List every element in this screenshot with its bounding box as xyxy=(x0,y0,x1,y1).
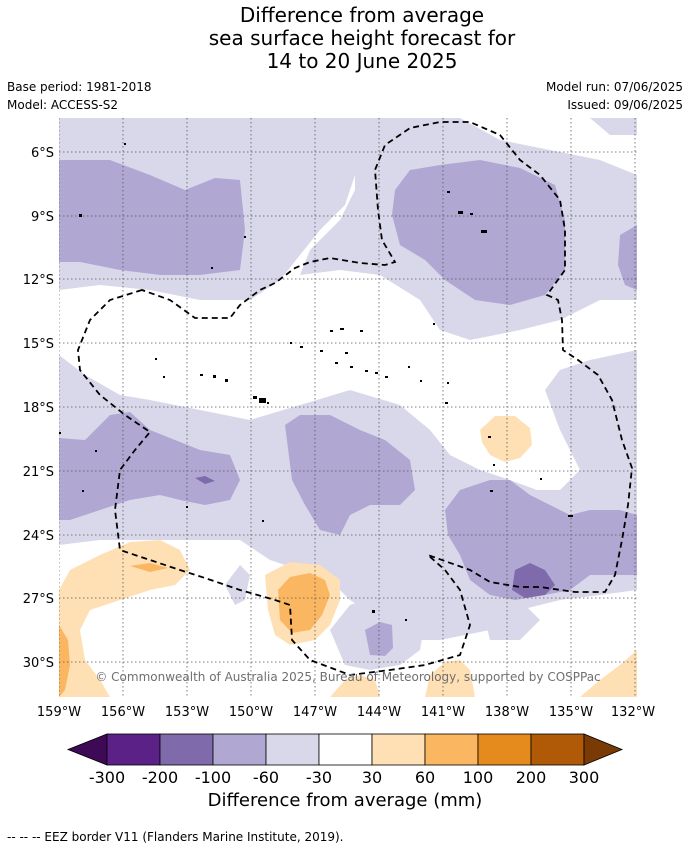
lat-label: 18°S xyxy=(23,401,54,416)
lon-label: 132°W xyxy=(611,705,655,720)
meta-right: Model run: 07/06/2025 Issued: 09/06/2025 xyxy=(546,78,683,114)
colorbar-segment xyxy=(159,733,214,766)
lon-label: 144°W xyxy=(357,705,401,720)
colorbar-tick-label: -30 xyxy=(306,768,332,787)
colorbar-segment xyxy=(530,733,585,766)
lon-label: 159°W xyxy=(37,705,81,720)
eez-legend-note: -- -- -- EEZ border V11 (Flanders Marine… xyxy=(7,830,344,844)
islands xyxy=(59,143,573,621)
model-name: Model: ACCESS-S2 xyxy=(7,98,119,112)
colorbar-segment xyxy=(424,733,479,766)
contour-strong-negative xyxy=(195,476,555,598)
eez-border xyxy=(77,121,633,676)
colorbar-min-arrow xyxy=(66,733,108,766)
colorbar-tick-label: 100 xyxy=(463,768,494,787)
colorbar-segment xyxy=(477,733,532,766)
colorbar-segment xyxy=(371,733,426,766)
model-run: Model run: 07/06/2025 xyxy=(545,80,683,94)
colorbar-tick-label: 300 xyxy=(569,768,600,787)
map-area: © Commonwealth of Australia 2025, Bureau… xyxy=(59,118,637,697)
graticule xyxy=(59,118,637,697)
lat-label: 21°S xyxy=(23,465,54,480)
issued-date: Issued: 09/06/2025 xyxy=(567,98,683,112)
title-line-2: sea surface height forecast for xyxy=(208,26,516,50)
longitude-labels: 159°W 156°W 153°W 150°W 147°W 144°W 141°… xyxy=(37,705,655,720)
lon-label: 135°W xyxy=(549,705,593,720)
colorbar-segment xyxy=(212,733,267,766)
chart-title: Difference from average sea surface heig… xyxy=(0,4,690,73)
lon-label: 150°W xyxy=(229,705,273,720)
lat-label: 15°S xyxy=(23,337,54,352)
copyright-notice: © Commonwealth of Australia 2025, Bureau… xyxy=(95,670,600,684)
colorbar-segment xyxy=(318,733,373,766)
colorbar-tick-label: -100 xyxy=(195,768,231,787)
colorbar-tick-label: -300 xyxy=(89,768,125,787)
colorbar-tick-label: 60 xyxy=(415,768,435,787)
meta-left: Base period: 1981-2018 Model: ACCESS-S2 xyxy=(7,78,152,114)
colorbar-tick-label: 200 xyxy=(516,768,547,787)
colorbar-tick-label: 30 xyxy=(362,768,382,787)
colorbar-label: Difference from average (mm) xyxy=(207,790,483,811)
lat-label: 9°S xyxy=(31,210,54,225)
lat-label: 24°S xyxy=(23,529,54,544)
contour-mid-positive xyxy=(59,563,330,697)
colorbar-max-arrow xyxy=(583,733,624,766)
colorbar-tick-label: -60 xyxy=(253,768,279,787)
lat-label: 30°S xyxy=(23,656,54,671)
contour-mid-negative xyxy=(59,160,637,656)
lon-label: 141°W xyxy=(421,705,465,720)
lon-label: 153°W xyxy=(165,705,209,720)
colorbar-tick-labels: -300 -200 -100 -60 -30 30 60 100 200 300 xyxy=(89,768,599,787)
title-line-1: Difference from average xyxy=(239,3,485,27)
lat-label: 6°S xyxy=(31,146,54,161)
lat-label: 27°S xyxy=(23,592,54,607)
colorbar-segment xyxy=(265,733,320,766)
latitude-labels: 6°S 9°S 12°S 15°S 18°S 21°S 24°S 27°S 30… xyxy=(23,146,54,671)
colorbar-tick-label: -200 xyxy=(142,768,178,787)
lon-label: 156°W xyxy=(101,705,145,720)
colorbar xyxy=(66,733,624,766)
base-period: Base period: 1981-2018 xyxy=(7,80,152,94)
lat-label: 12°S xyxy=(23,273,54,288)
title-line-3: 14 to 20 June 2025 xyxy=(266,49,458,73)
lon-label: 138°W xyxy=(485,705,529,720)
lon-label: 147°W xyxy=(293,705,337,720)
colorbar-segment xyxy=(106,733,161,766)
